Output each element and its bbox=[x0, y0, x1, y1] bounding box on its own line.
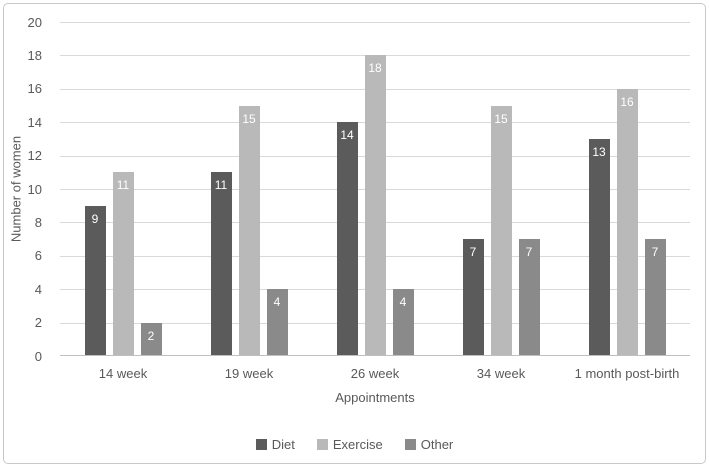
bar-data-label: 7 bbox=[469, 245, 477, 260]
legend-label: Diet bbox=[271, 436, 295, 452]
gridline bbox=[60, 22, 690, 23]
bar-group: 11 15 4 bbox=[186, 22, 312, 356]
legend: Diet Exercise Other bbox=[0, 436, 709, 452]
bar-exercise: 11 bbox=[112, 172, 134, 356]
plot-area: 9 11 2 11 15 4 14 18 4 7 15 7 13 16 7 bbox=[60, 22, 690, 356]
legend-swatch-icon bbox=[404, 438, 416, 450]
bar-data-label: 11 bbox=[214, 178, 228, 193]
y-tick-label: 16 bbox=[27, 81, 42, 97]
x-category-label: 1 month post-birth bbox=[574, 366, 680, 381]
bar-exercise: 15 bbox=[490, 105, 512, 356]
y-tick-label: 2 bbox=[34, 315, 42, 331]
y-tick-label: 18 bbox=[27, 47, 42, 63]
x-axis-title: Appointments bbox=[335, 390, 415, 405]
legend-item-exercise: Exercise bbox=[316, 436, 383, 452]
bar-data-label: 4 bbox=[273, 295, 281, 310]
bar-group: 7 15 7 bbox=[438, 22, 564, 356]
x-axis-line bbox=[60, 355, 690, 356]
y-tick-label: 10 bbox=[27, 181, 42, 197]
bar-exercise: 15 bbox=[238, 105, 260, 356]
bar-exercise: 18 bbox=[364, 55, 386, 356]
bar-other: 4 bbox=[266, 289, 288, 356]
bar-data-label: 13 bbox=[592, 144, 606, 159]
legend-swatch-icon bbox=[316, 438, 328, 450]
x-category-label: 34 week bbox=[476, 366, 526, 381]
bar-diet: 14 bbox=[336, 122, 358, 356]
y-tick-label: 20 bbox=[27, 14, 42, 30]
y-tick-label: 4 bbox=[34, 281, 42, 297]
bar-diet: 13 bbox=[588, 138, 610, 356]
bar-group: 13 16 7 bbox=[564, 22, 690, 356]
bar-data-label: 2 bbox=[147, 328, 155, 343]
y-tick-label: 12 bbox=[27, 148, 42, 164]
bar-group: 14 18 4 bbox=[312, 22, 438, 356]
legend-label: Other bbox=[420, 436, 454, 452]
x-category-label: 14 week bbox=[98, 366, 148, 381]
legend-label: Exercise bbox=[332, 436, 383, 452]
y-tick-label: 6 bbox=[34, 248, 42, 264]
bar-data-label: 7 bbox=[651, 245, 659, 260]
x-category-label: 26 week bbox=[350, 366, 400, 381]
bar-data-label: 9 bbox=[91, 211, 99, 226]
legend-swatch-icon bbox=[255, 438, 267, 450]
legend-item-other: Other bbox=[404, 436, 454, 452]
bar-exercise: 16 bbox=[616, 88, 638, 356]
bar-other: 2 bbox=[140, 322, 162, 356]
bar-data-label: 4 bbox=[399, 295, 407, 310]
bar-other: 7 bbox=[518, 239, 540, 356]
bars-layer: 9 11 2 11 15 4 14 18 4 7 15 7 13 16 7 bbox=[60, 22, 690, 356]
bar-group: 9 11 2 bbox=[60, 22, 186, 356]
bar-data-label: 15 bbox=[242, 111, 256, 126]
bar-other: 7 bbox=[644, 239, 666, 356]
bar-diet: 11 bbox=[210, 172, 232, 356]
legend-item-diet: Diet bbox=[255, 436, 295, 452]
bar-other: 4 bbox=[392, 289, 414, 356]
bar-data-label: 7 bbox=[525, 245, 533, 260]
y-tick-label: 8 bbox=[34, 214, 42, 230]
bar-data-label: 16 bbox=[620, 94, 634, 109]
x-category-label: 19 week bbox=[224, 366, 274, 381]
bar-diet: 7 bbox=[462, 239, 484, 356]
bar-data-label: 11 bbox=[116, 178, 130, 193]
bar-data-label: 14 bbox=[340, 128, 354, 143]
y-tick-label: 14 bbox=[27, 114, 42, 130]
bar-data-label: 18 bbox=[368, 61, 382, 76]
bar-data-label: 15 bbox=[494, 111, 508, 126]
y-tick-label: 0 bbox=[34, 348, 42, 364]
y-axis-tick-labels: 0 2 4 6 8 10 12 14 16 18 20 bbox=[0, 15, 52, 364]
bar-diet: 9 bbox=[84, 205, 106, 356]
x-axis-category-labels: 14 week 19 week 26 week 34 week 1 month post… bbox=[60, 366, 690, 381]
